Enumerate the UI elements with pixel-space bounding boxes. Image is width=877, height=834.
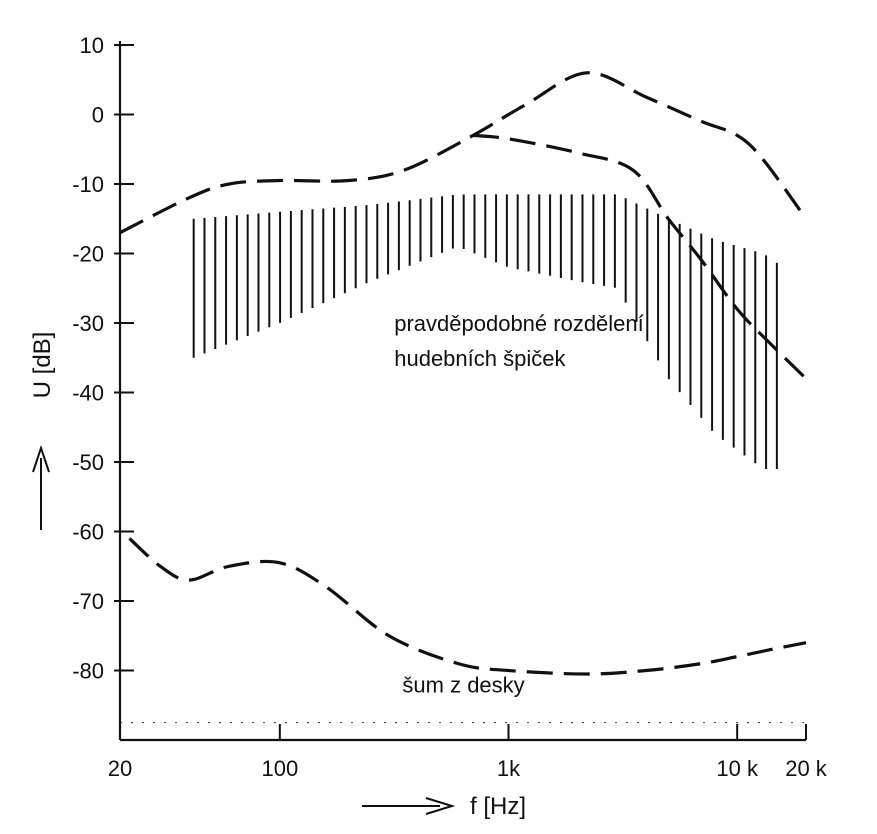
y-tick-label: -50 — [72, 450, 104, 475]
annotations: pravděpodobné rozdělení hudebních špiček š… — [394, 311, 644, 697]
x-tick-label: 1k — [497, 756, 521, 781]
y-tick-label: -30 — [72, 311, 104, 336]
x-tick-label: 100 — [261, 756, 298, 781]
x-ticks: 20 100 1k 10 k 20 k — [108, 724, 828, 781]
y-tick-label: -70 — [72, 589, 104, 614]
y-axis-arrow-head — [32, 444, 50, 473]
series-curve-1 — [119, 71, 808, 235]
annotation-label: hudebních špiček — [394, 346, 566, 371]
y-tick-label: -10 — [72, 172, 104, 197]
x-axis-label: f [Hz] — [470, 793, 526, 820]
series-curve-2 — [472, 133, 808, 380]
annotation-label: pravděpodobné rozdělení — [394, 311, 644, 336]
y-axis-label: U [dB] — [29, 332, 56, 399]
axes — [118, 41, 806, 742]
annotation-label: šum z desky — [402, 672, 524, 697]
x-tick-label: 10 k — [716, 756, 759, 781]
series-layer — [119, 71, 808, 676]
y-tick-label: 10 — [80, 33, 104, 58]
y-tick-label: -40 — [72, 381, 104, 406]
y-tick-label: -60 — [72, 520, 104, 545]
x-axis-title: f [Hz] — [362, 793, 526, 820]
y-tick-label: -80 — [72, 659, 104, 684]
y-ticks: 10 0 -10 -20 -30 -40 -50 -60 -70 -80 — [72, 33, 134, 684]
x-tick-label: 20 k — [785, 756, 828, 781]
y-tick-label: -20 — [72, 242, 104, 267]
y-axis-title: U [dB] — [29, 332, 56, 530]
series-curve-3 — [128, 537, 807, 676]
x-tick-label: 20 — [108, 756, 132, 781]
y-tick-label: 0 — [92, 103, 104, 128]
x-axis-arrow-head — [425, 797, 456, 815]
peak-distribution-band — [192, 194, 778, 469]
